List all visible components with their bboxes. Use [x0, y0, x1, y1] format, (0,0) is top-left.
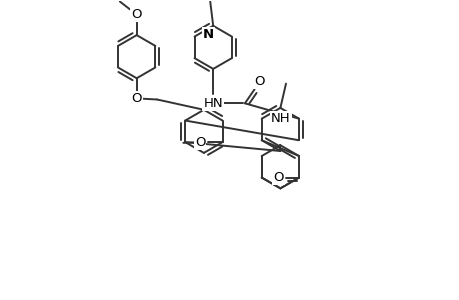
Text: O: O	[253, 75, 264, 88]
Text: N: N	[202, 28, 213, 41]
Text: O: O	[131, 8, 142, 21]
Text: O: O	[273, 171, 283, 184]
Text: HN: HN	[203, 97, 223, 110]
Text: NH: NH	[270, 112, 290, 125]
Text: O: O	[195, 136, 205, 148]
Text: O: O	[131, 92, 142, 105]
